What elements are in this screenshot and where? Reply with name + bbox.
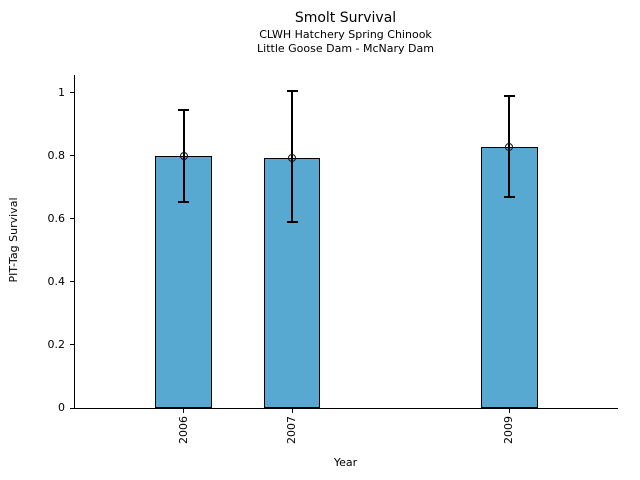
chart-title: Smolt Survival xyxy=(294,10,397,26)
error-cap-top xyxy=(286,90,298,93)
title-block: Smolt Survival CLWH Hatchery Spring Chin… xyxy=(74,9,617,56)
error-cap-bottom xyxy=(286,221,298,224)
marker-circle-2009 xyxy=(505,142,514,151)
y-tick-label: 0.2 xyxy=(47,337,66,351)
y-tick xyxy=(70,92,74,94)
x-tick xyxy=(183,409,185,413)
y-tick-label: 0.8 xyxy=(47,148,66,162)
y-tick xyxy=(70,218,74,220)
y-tick-label: 0.4 xyxy=(47,274,66,288)
marker-circle-2006 xyxy=(179,151,188,160)
y-tick-label: 1 xyxy=(58,85,65,99)
error-cap-bottom xyxy=(178,200,190,203)
chart-subtitle-2: Little Goose Dam - McNary Dam xyxy=(257,42,434,55)
plot-area: 0 0.2 0.4 0.6 0.8 1 2006 2007 2009 xyxy=(48,75,618,444)
error-cap-top xyxy=(503,95,515,98)
error-cap-top xyxy=(178,109,190,112)
y-tick-label: 0 xyxy=(58,401,65,414)
x-axis-label: Year xyxy=(333,456,358,469)
x-tick-label: 2009 xyxy=(502,415,516,444)
y-axis-label: PIT-Tag Survival xyxy=(7,197,20,283)
x-tick-label: 2006 xyxy=(176,415,190,444)
y-tick xyxy=(70,155,74,157)
y-tick xyxy=(70,281,74,283)
y-tick xyxy=(70,407,74,409)
y-tick xyxy=(70,344,74,346)
chart-subtitle-1: CLWH Hatchery Spring Chinook xyxy=(259,28,432,41)
y-tick-label: 0.6 xyxy=(47,211,66,225)
x-tick xyxy=(508,409,510,413)
marker-circle-2007 xyxy=(288,153,297,162)
error-cap-bottom xyxy=(503,195,515,198)
x-tick xyxy=(291,409,293,413)
x-tick-label: 2007 xyxy=(285,415,299,444)
